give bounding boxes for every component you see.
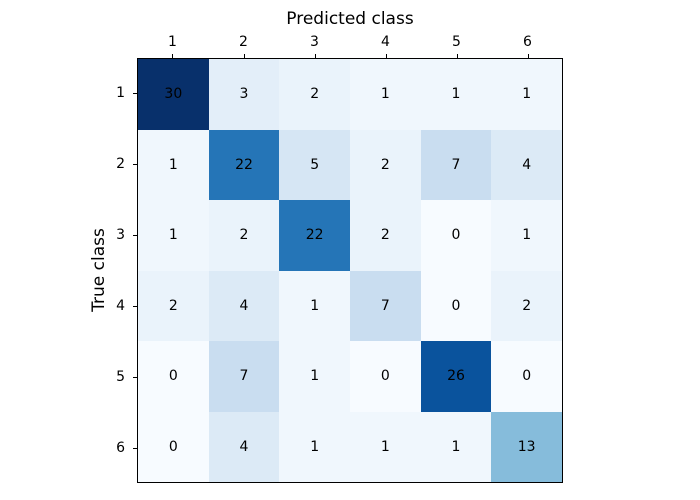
x-tick-mark bbox=[527, 54, 529, 58]
heatmap-cell: 1 bbox=[491, 59, 562, 130]
heatmap-cell: 1 bbox=[349, 59, 421, 130]
x-tick-label: 2 bbox=[239, 34, 248, 50]
x-tick-label: 1 bbox=[168, 34, 177, 50]
x-tick-mark bbox=[314, 54, 316, 58]
heatmap-cell: 7 bbox=[420, 129, 492, 200]
heatmap-cell: 1 bbox=[279, 270, 350, 341]
heatmap-cell: 26 bbox=[420, 341, 492, 412]
heatmap-cell: 4 bbox=[208, 270, 280, 341]
heatmap-cell: 2 bbox=[138, 270, 209, 341]
heatmap-cell: 7 bbox=[349, 270, 421, 341]
y-tick-label: 5 bbox=[116, 368, 125, 385]
y-tick-mark bbox=[133, 376, 137, 378]
y-tick-label: 4 bbox=[116, 297, 125, 314]
heatmap-cell: 2 bbox=[279, 59, 350, 130]
y-tick-label: 1 bbox=[116, 85, 125, 102]
x-tick-label: 5 bbox=[452, 34, 461, 50]
heatmap-cell: 2 bbox=[208, 200, 280, 271]
heatmap-cell: 5 bbox=[279, 129, 350, 200]
heatmap-cell: 0 bbox=[349, 341, 421, 412]
heatmap-cell: 1 bbox=[279, 411, 350, 482]
heatmap-cell: 0 bbox=[138, 411, 209, 482]
heatmap-cell: 30 bbox=[138, 59, 209, 130]
x-tick-label: 4 bbox=[381, 34, 390, 50]
heatmap-cell: 0 bbox=[491, 341, 562, 412]
y-tick-label: 3 bbox=[116, 227, 125, 244]
heatmap-cell: 1 bbox=[138, 200, 209, 271]
x-axis-ticks: 1 2 3 4 5 6 bbox=[137, 33, 563, 58]
x-tick-label: 3 bbox=[310, 34, 319, 50]
x-tick-mark bbox=[385, 54, 387, 58]
y-tick-mark bbox=[133, 164, 137, 166]
y-tick-mark bbox=[133, 447, 137, 449]
x-axis-label: Predicted class bbox=[286, 9, 414, 29]
x-tick-mark bbox=[456, 54, 458, 58]
heatmap-cell: 7 bbox=[208, 341, 280, 412]
heatmap-cell: 22 bbox=[279, 200, 350, 271]
heatmap-cell: 4 bbox=[491, 129, 562, 200]
heatmap-cell: 13 bbox=[491, 411, 562, 482]
y-tick-mark bbox=[133, 305, 137, 307]
heatmap-cell: 4 bbox=[208, 411, 280, 482]
heatmap-cell: 1 bbox=[138, 129, 209, 200]
heatmap-cell: 1 bbox=[420, 59, 492, 130]
x-tick-mark bbox=[243, 54, 245, 58]
heatmap-cell: 1 bbox=[349, 411, 421, 482]
heatmap-cell: 1 bbox=[279, 341, 350, 412]
heatmap-cell: 0 bbox=[420, 270, 492, 341]
heatmap-cell: 1 bbox=[491, 200, 562, 271]
heatmap-cell: 1 bbox=[420, 411, 492, 482]
heatmap-cell: 0 bbox=[138, 341, 209, 412]
x-tick-mark bbox=[172, 54, 174, 58]
heatmap-cell: 2 bbox=[349, 129, 421, 200]
heatmap-cell: 0 bbox=[420, 200, 492, 271]
y-tick-mark bbox=[133, 235, 137, 237]
heatmap-grid: 30 3 2 1 1 1 1 22 5 2 7 4 1 2 22 2 0 1 2 4 1 7 0 2 0 7 1 0 26 0 0 4 1 1 1 1… bbox=[137, 58, 563, 483]
heatmap-cell: 2 bbox=[491, 270, 562, 341]
heatmap-cell: 2 bbox=[349, 200, 421, 271]
y-tick-label: 6 bbox=[116, 439, 125, 456]
y-axis-ticks: 1 2 3 4 5 6 bbox=[104, 58, 137, 483]
y-tick-mark bbox=[133, 93, 137, 95]
y-tick-label: 2 bbox=[116, 156, 125, 173]
x-tick-label: 6 bbox=[523, 34, 532, 50]
heatmap-cell: 3 bbox=[208, 59, 280, 130]
heatmap-cell: 22 bbox=[208, 129, 280, 200]
